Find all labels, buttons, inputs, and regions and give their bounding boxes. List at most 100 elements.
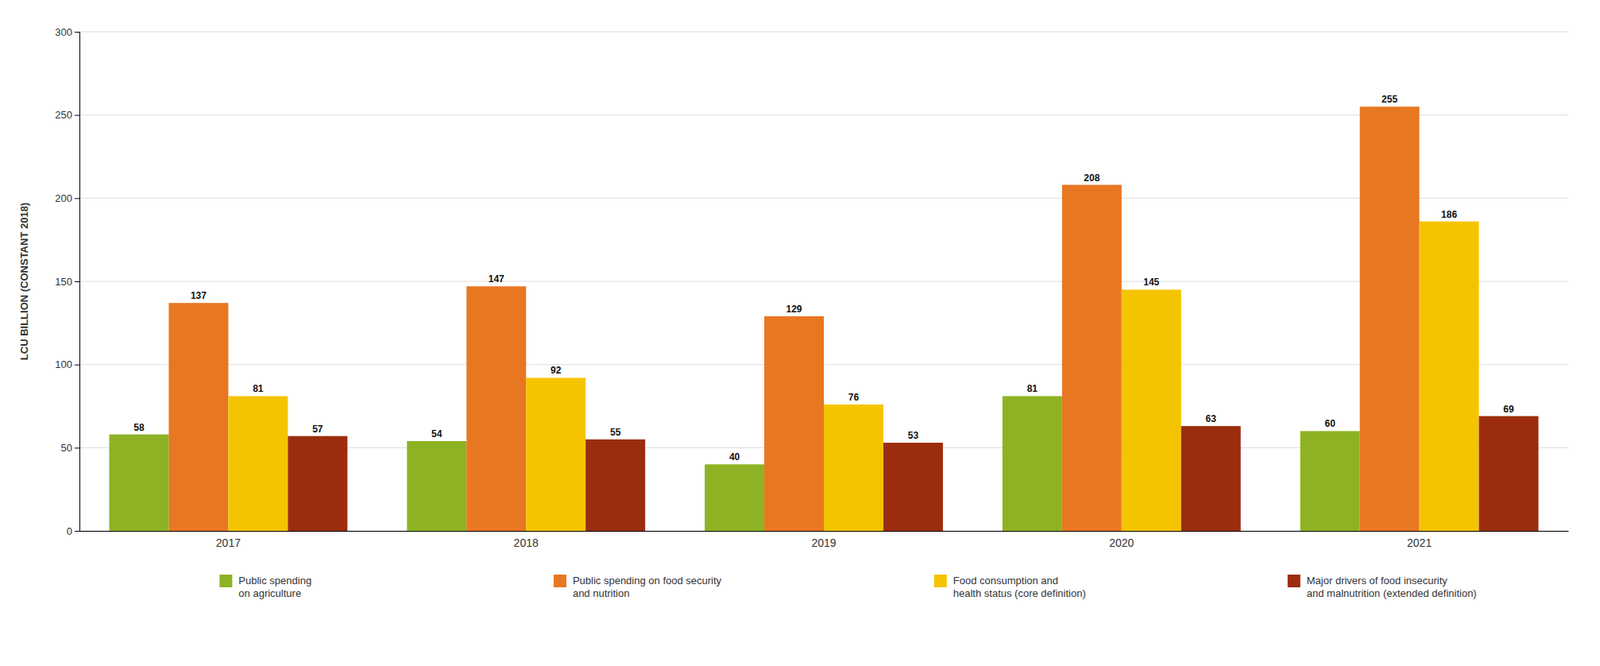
legend-label: Major drivers of food insecurityand maln…: [1306, 574, 1477, 600]
grid-line: [79, 114, 1569, 116]
plot: 2017 2018 2019 2020 2021 0 50 100 150 200 250 300 LC…: [18, 26, 1570, 549]
legend-swatch: [219, 574, 232, 588]
y-tick: 50: [61, 441, 80, 454]
y-axis: 0 50 100 150 200 250 300: [54, 26, 80, 538]
bar-series: [168, 106, 1419, 531]
bar: [1121, 289, 1182, 531]
y-tick-mark: [74, 31, 80, 33]
y-tick-label: 0: [66, 525, 73, 538]
bar: [287, 436, 348, 531]
bar: [168, 302, 229, 531]
y-axis-title: LCU BILLION (CONSTANT 2018): [18, 202, 31, 360]
data-label: 147: [488, 273, 505, 285]
x-tick-label: 2021: [1406, 536, 1432, 549]
y-tick: 0: [66, 525, 80, 538]
legend-item: Major drivers of food insecurityand maln…: [1287, 574, 1477, 600]
data-label: 208: [1083, 172, 1100, 184]
bar-series: [287, 416, 1539, 531]
y-tick-label: 200: [54, 192, 73, 205]
legend: Public spendingon agriculture Public spen…: [219, 574, 1477, 600]
data-label: 55: [610, 426, 622, 438]
legend-swatch: [553, 574, 567, 588]
x-tick: 2019: [811, 530, 836, 549]
data-labels: 58 54 40 81 60 137 147 129 208 255 81 92 76 145 186 57 5…: [133, 93, 1515, 463]
bar: [108, 434, 169, 531]
bar: [1002, 395, 1063, 531]
y-tick-mark: [74, 364, 80, 366]
bar: [704, 463, 765, 531]
bar: [1181, 425, 1241, 531]
bars: [108, 106, 1539, 531]
chart: 2017 2018 2019 2020 2021 0 50 100 150 200 250 300 LC…: [0, 0, 1600, 666]
legend-label: Food consumption andhealth status (core …: [953, 574, 1086, 600]
data-label: 69: [1503, 403, 1515, 415]
data-label: 40: [729, 451, 741, 463]
data-label: 76: [848, 391, 860, 403]
bar: [525, 377, 586, 531]
y-tick-mark: [74, 530, 80, 532]
legend-item: Public spendingon agriculture: [219, 574, 312, 600]
grid: [79, 31, 1569, 531]
x-tick-label: 2017: [216, 536, 241, 549]
grid-line: [79, 197, 1569, 199]
bar: [228, 395, 288, 531]
legend-item: Public spending on food securityand nutr…: [553, 574, 723, 600]
data-label: 129: [786, 303, 803, 315]
x-axis: 2017 2018 2019 2020 2021: [80, 530, 1570, 549]
legend-item: Food consumption andhealth status (core …: [934, 574, 1086, 600]
data-label: 63: [1205, 413, 1218, 425]
bar: [1479, 416, 1539, 531]
bar: [823, 404, 884, 531]
y-tick-mark: [74, 281, 80, 283]
bar: [1300, 430, 1361, 531]
x-tick: 2017: [216, 530, 241, 549]
y-tick: 250: [54, 108, 80, 121]
y-tick-mark: [74, 115, 80, 116]
data-label: 57: [312, 423, 324, 435]
data-label: 92: [550, 364, 562, 376]
y-tick: 150: [54, 275, 80, 288]
data-label: 60: [1324, 417, 1336, 429]
x-tick: 2020: [1109, 530, 1134, 549]
grid-line: [79, 281, 1569, 283]
y-tick-mark: [74, 447, 80, 449]
y-tick-label: 300: [54, 26, 73, 39]
x-tick: 2018: [514, 530, 539, 549]
bar: [406, 440, 467, 531]
y-tick: 200: [54, 192, 80, 205]
bar: [883, 442, 943, 531]
data-label: 53: [908, 429, 920, 441]
x-tick: 2021: [1406, 530, 1432, 549]
grid-line: [79, 31, 1569, 33]
legend-swatch: [1287, 574, 1301, 588]
data-label: 186: [1441, 208, 1458, 221]
data-label: 81: [252, 382, 264, 395]
legend-label: Public spendingon agriculture: [238, 574, 312, 600]
y-tick-mark: [74, 197, 80, 199]
bar: [466, 285, 526, 531]
y-tick-label: 250: [54, 108, 73, 121]
data-label: 145: [1143, 276, 1160, 288]
x-axis-line: [80, 530, 1570, 532]
bar: [764, 316, 824, 531]
bar-series: [228, 221, 1479, 531]
bar: [1062, 185, 1122, 531]
legend-swatch: [934, 574, 947, 588]
y-tick: 100: [54, 358, 80, 371]
data-label: 54: [431, 428, 443, 440]
bar: [1360, 106, 1420, 531]
bar: [1419, 221, 1480, 531]
data-label: 255: [1381, 93, 1398, 105]
y-axis-line: [74, 32, 81, 532]
y-tick-label: 100: [54, 358, 73, 371]
x-tick-label: 2019: [811, 536, 836, 549]
data-label: 81: [1027, 382, 1039, 395]
bar: [585, 439, 646, 531]
y-tick-label: 50: [61, 441, 73, 454]
data-label: 137: [190, 289, 207, 302]
y-tick-label: 150: [54, 275, 73, 288]
data-label: 58: [133, 421, 145, 433]
x-tick-label: 2020: [1109, 536, 1134, 549]
y-tick: 300: [54, 26, 80, 39]
x-tick-label: 2018: [514, 536, 539, 549]
